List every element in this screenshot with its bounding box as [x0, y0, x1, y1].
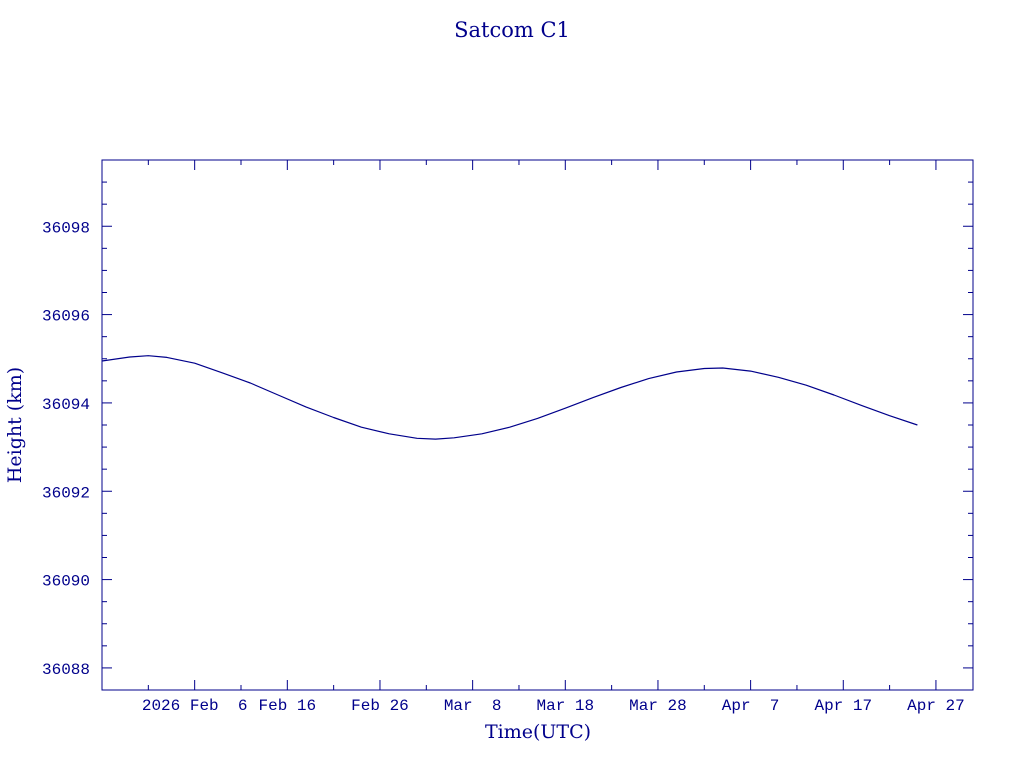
- x-tick-label: Mar 18: [536, 697, 594, 715]
- x-tick-label: Apr 17: [814, 697, 872, 715]
- x-tick-label: Feb 26: [351, 697, 409, 715]
- y-tick-labels: 36088 36090 36092 36094 36096 36098: [42, 219, 90, 679]
- x-axis-label: Time(UTC): [485, 721, 591, 743]
- y-tick-label: 36094: [42, 396, 90, 414]
- series-line: [101, 355, 918, 440]
- y-tick-label: 36090: [42, 573, 90, 591]
- chart-title: Satcom C1: [454, 18, 570, 42]
- y-tick-label: 36088: [42, 661, 90, 679]
- x-tick-label: Apr 27: [907, 697, 965, 715]
- y-tick-label: 36096: [42, 308, 90, 326]
- series-layer: [101, 355, 918, 440]
- x-tick-label: 2026 Feb 6: [142, 697, 248, 715]
- x-tick-label: Feb 16: [259, 697, 317, 715]
- x-tick-label: Mar 28: [629, 697, 687, 715]
- y-tick-label: 36098: [42, 219, 90, 237]
- x-tick-label: Mar 8: [444, 697, 502, 715]
- plot-frame: [101, 159, 974, 691]
- x-tick-labels: 2026 Feb 6 Feb 16 Feb 26 Mar 8 Mar 18 Mar 28 A…: [142, 697, 965, 715]
- x-tick-label: Apr 7: [722, 697, 780, 715]
- y-axis-label: Height (km): [4, 367, 26, 483]
- axis-ticks: [101, 159, 973, 691]
- y-tick-label: 36092: [42, 484, 90, 502]
